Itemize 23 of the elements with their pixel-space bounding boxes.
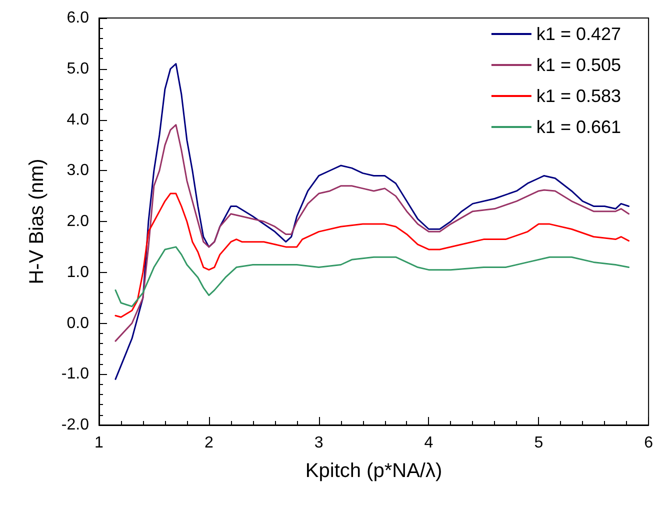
x-axis-title: Kpitch (p*NA/λ) xyxy=(305,460,442,482)
y-tick-label: 1.0 xyxy=(66,264,90,281)
y-tick-label: 4.0 xyxy=(66,111,90,128)
legend-label: k1 = 0.427 xyxy=(536,24,622,44)
line-series xyxy=(114,192,630,318)
y-tick-label: 3.0 xyxy=(66,162,90,180)
y-tick-label: -2.0 xyxy=(61,416,90,434)
line-series xyxy=(114,246,630,308)
y-tick-label: 6.0 xyxy=(66,10,90,26)
y-tick-label: 5.0 xyxy=(66,60,90,78)
y-tick-label: 2.0 xyxy=(66,213,90,230)
legend-label: k1 = 0.505 xyxy=(536,55,622,75)
x-tick-label: 2 xyxy=(204,434,214,452)
y-tick-label: 0.0 xyxy=(66,314,90,332)
x-tick-label: 5 xyxy=(534,434,544,452)
x-tick-label: 6 xyxy=(644,434,654,452)
y-tick-label: -1.0 xyxy=(61,366,90,383)
y-axis-title: H-V Bias (nm) xyxy=(26,158,48,284)
legend-label: k1 = 0.583 xyxy=(536,86,622,106)
x-tick-label: 3 xyxy=(314,434,324,452)
x-tick-label: 4 xyxy=(424,434,434,452)
x-tick-label: 1 xyxy=(94,434,104,452)
legend-label: k1 = 0.661 xyxy=(536,117,622,137)
